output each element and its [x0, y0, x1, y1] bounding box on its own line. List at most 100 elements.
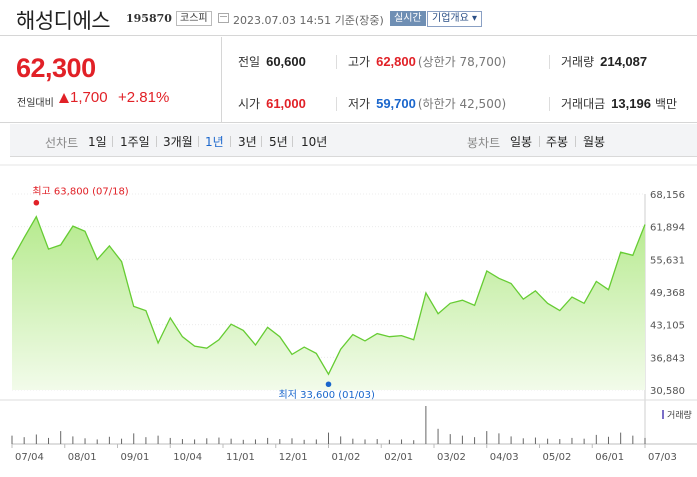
volume-bar [498, 433, 500, 444]
period-10y[interactable]: 10년 [301, 135, 328, 149]
calendar-icon [218, 13, 229, 23]
y-tick-label: 55,631 [650, 255, 685, 266]
chart-svg: 68,156 61,894 55,631 49,368 43,105 36,843 30,5… [0, 164, 697, 463]
volume-bar [218, 437, 220, 444]
volume-bar [242, 439, 244, 444]
volume-bar [279, 439, 281, 444]
y-tick-label: 43,105 [650, 321, 685, 332]
volume-bar [352, 438, 354, 444]
quote-panel: 62,300 전일대비 1,700 +2.81% 전일 60,600 고가 62,8… [0, 37, 697, 123]
volume-bar [315, 439, 317, 444]
volume-legend-swatch [662, 410, 664, 419]
x-tick-label: 03/02 [437, 452, 466, 463]
change-percent: +2.81% [118, 89, 170, 106]
volume-bar [72, 436, 74, 444]
day-high: 고가 62,800 (상한가 78,700) [348, 54, 507, 69]
volume-bar [84, 438, 86, 444]
divider [539, 136, 540, 147]
realtime-badge: 실시간 [390, 11, 426, 26]
volume-bar [401, 439, 403, 444]
volume-bar [461, 435, 463, 444]
period-1d[interactable]: 1일 [88, 135, 107, 149]
volume-bar [620, 432, 622, 444]
period-5y[interactable]: 5년 [269, 135, 288, 149]
quote-datetime: 2023.07.03 14:51 기준(장중) [233, 14, 384, 27]
volume-bar [534, 437, 536, 444]
x-tick-label: 04/03 [490, 452, 519, 463]
low-marker [325, 381, 332, 388]
company-overview-button[interactable]: 기업개요 ▾ [427, 11, 482, 27]
price-chart[interactable]: 68,156 61,894 55,631 49,368 43,105 36,843 30,5… [0, 160, 697, 477]
divider [336, 97, 337, 111]
price-line [11, 215, 646, 376]
period-1w[interactable]: 1주일 [120, 135, 150, 149]
line-chart-label: 선차트 [45, 136, 79, 150]
divider [261, 136, 262, 147]
volume-bar [121, 438, 123, 444]
y-tick-label: 36,843 [650, 353, 685, 364]
volume-bar [595, 434, 597, 444]
x-tick-label: 02/01 [384, 452, 413, 463]
x-tick-label: 10/04 [173, 452, 202, 463]
volume-bar [522, 438, 524, 444]
change-value: 1,700 [70, 89, 108, 106]
volume-bar [328, 432, 329, 444]
volume-bar [388, 439, 390, 444]
divider [112, 136, 113, 147]
volume-bar [425, 406, 427, 444]
volume-bar [291, 438, 293, 444]
volume-bar [303, 439, 305, 444]
x-tick-label: 07/04 [15, 452, 44, 463]
volume-bar [547, 438, 549, 444]
volume-bar [437, 428, 439, 444]
volume-bar [364, 439, 366, 444]
divider [549, 97, 550, 111]
candle-monthly[interactable]: 월봉 [583, 135, 606, 149]
volume-bar [206, 438, 208, 444]
x-tick-label: 12/01 [279, 452, 308, 463]
stock-header: 해성디에스 195870 코스피 2023.07.03 14:51 기준(장중)… [0, 0, 697, 36]
stock-name: 해성디에스 [16, 9, 111, 33]
volume-bar [376, 439, 378, 444]
volume-bar [571, 437, 573, 444]
volume-bar [60, 431, 62, 444]
x-tick-label: 08/01 [68, 452, 97, 463]
volume: 거래량 214,087 [561, 54, 648, 69]
y-tick-label: 49,368 [650, 288, 685, 299]
volume-bar [486, 431, 488, 444]
y-tick-label: 68,156 [650, 190, 685, 201]
volume-bar [96, 439, 98, 444]
volume-bar [157, 435, 159, 444]
volume-bar [181, 439, 183, 444]
volume-bar [413, 440, 415, 444]
divider [230, 136, 231, 147]
period-3m[interactable]: 3개월 [163, 135, 193, 149]
divider [156, 136, 157, 147]
price-box: 62,300 전일대비 1,700 +2.81% [0, 37, 222, 123]
volume-bar [35, 434, 37, 444]
high-annotation: 최고 63,800 (07/18) [32, 186, 128, 198]
x-tick-label: 11/01 [226, 452, 255, 463]
candle-chart-label: 봉차트 [467, 136, 501, 150]
candle-weekly[interactable]: 주봉 [546, 135, 569, 149]
volume-bar [108, 436, 110, 444]
volume-bar [474, 437, 476, 444]
period-1y[interactable]: 1년 [205, 135, 224, 149]
volume-bar [169, 437, 171, 444]
x-tick-label: 01/02 [332, 452, 361, 463]
volume-bar [254, 439, 256, 444]
volume-bar [583, 438, 585, 444]
day-low: 저가 59,700 (하한가 42,500) [348, 96, 507, 111]
volume-bar [194, 439, 196, 444]
volume-legend-label: 거래량 [667, 409, 692, 421]
volume-bar [644, 437, 646, 444]
period-3y[interactable]: 3년 [238, 135, 257, 149]
volume-bar [267, 437, 269, 444]
x-tick-label: 09/01 [121, 452, 150, 463]
candle-daily[interactable]: 일봉 [510, 135, 533, 149]
prev-close: 전일 60,600 [238, 54, 306, 69]
current-price: 62,300 [16, 53, 96, 83]
volume-bar [607, 436, 609, 444]
x-tick-label: 07/03 [648, 452, 677, 463]
stock-code: 195870 [126, 12, 172, 25]
